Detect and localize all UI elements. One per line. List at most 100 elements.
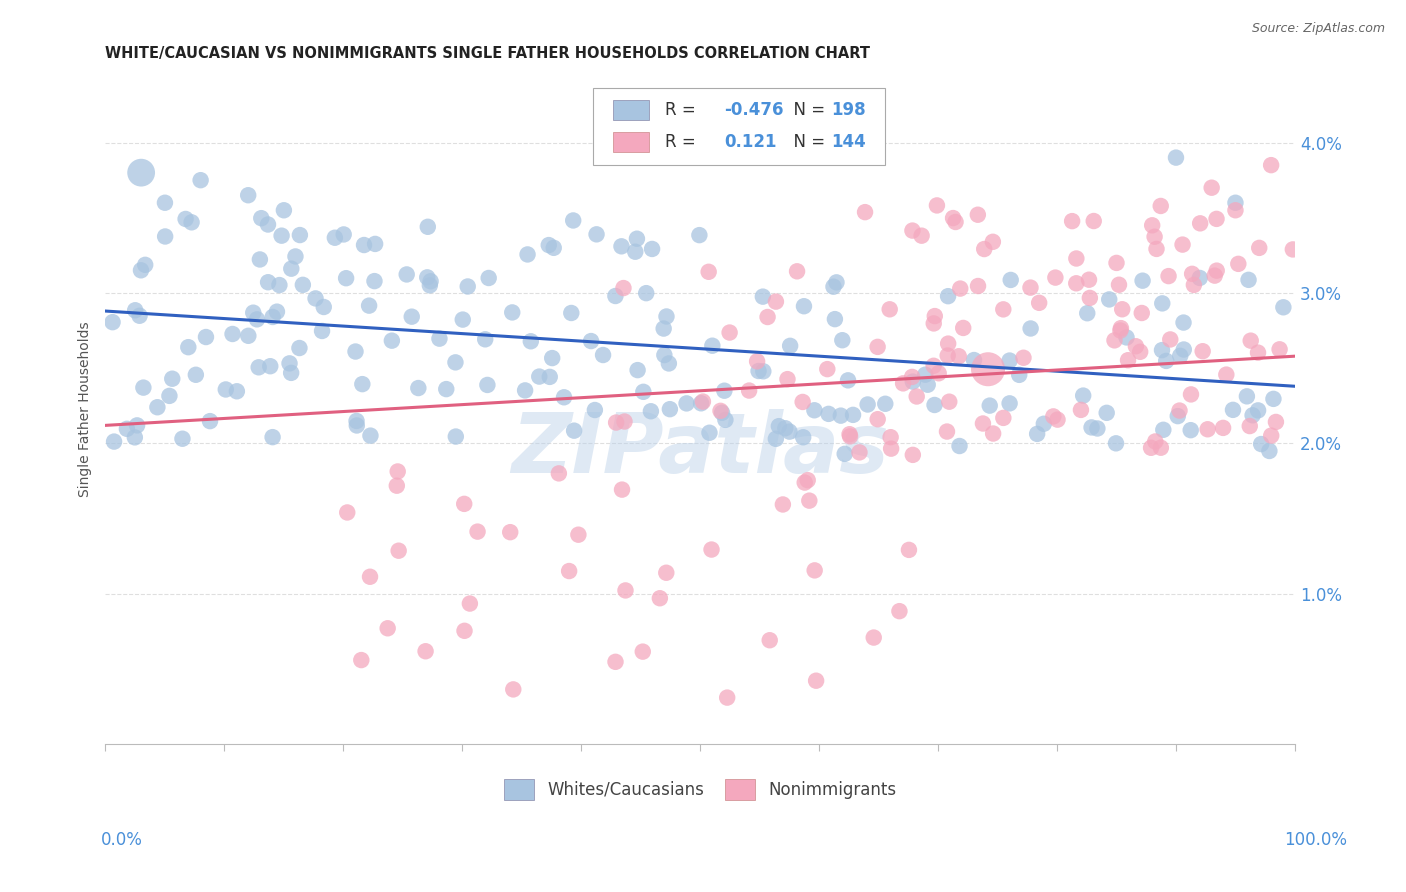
Point: [1167, 409, 1189, 424]
Point: [636, 286, 658, 301]
Point: [177, 340, 200, 354]
Text: WHITE/CAUCASIAN VS NONIMMIGRANTS SINGLE FATHER HOUSEHOLDS CORRELATION CHART: WHITE/CAUCASIAN VS NONIMMIGRANTS SINGLE …: [105, 46, 870, 62]
Text: 100.0%: 100.0%: [1284, 831, 1347, 849]
Point: [605, 416, 627, 430]
Point: [624, 244, 647, 259]
Point: [502, 682, 524, 697]
Point: [453, 497, 475, 511]
Point: [1236, 389, 1258, 403]
Point: [560, 306, 582, 320]
Point: [675, 396, 697, 410]
Point: [353, 238, 375, 252]
Point: [124, 303, 146, 318]
Point: [936, 425, 959, 439]
Point: [879, 302, 901, 317]
Point: [346, 414, 368, 428]
Point: [377, 621, 399, 635]
Point: [640, 404, 662, 418]
Point: [856, 397, 879, 411]
Point: [1115, 330, 1137, 344]
Point: [280, 366, 302, 380]
Point: [779, 339, 801, 353]
Point: [1083, 214, 1105, 228]
Point: [792, 430, 814, 444]
Point: [1066, 252, 1088, 266]
Point: [562, 424, 585, 438]
Point: [1144, 434, 1167, 449]
Point: [626, 232, 648, 246]
Point: [346, 418, 368, 433]
Point: [610, 239, 633, 253]
Point: [225, 384, 247, 399]
Point: [866, 340, 889, 354]
Point: [363, 274, 385, 288]
Point: [198, 414, 221, 428]
Point: [1159, 333, 1181, 347]
Point: [1272, 300, 1295, 314]
Point: [221, 326, 243, 341]
Point: [499, 525, 522, 540]
Point: [815, 362, 838, 376]
Point: [948, 439, 970, 453]
Point: [1237, 273, 1260, 287]
Point: [1173, 343, 1195, 357]
Point: [128, 309, 150, 323]
Point: [583, 403, 606, 417]
Point: [1225, 203, 1247, 218]
Point: [1105, 436, 1128, 450]
Legend: Whites/Caucasians, Nonimmigrants: Whites/Caucasians, Nonimmigrants: [505, 780, 896, 799]
Point: [336, 506, 359, 520]
Point: [352, 377, 374, 392]
Point: [364, 236, 387, 251]
Point: [963, 353, 986, 368]
Point: [419, 274, 441, 288]
Point: [613, 415, 636, 429]
Point: [458, 597, 481, 611]
Point: [1071, 388, 1094, 402]
Text: Source: ZipAtlas.com: Source: ZipAtlas.com: [1251, 22, 1385, 36]
Point: [1264, 415, 1286, 429]
Point: [831, 333, 853, 347]
Point: [288, 228, 311, 243]
Point: [381, 334, 404, 348]
Point: [848, 445, 870, 459]
Text: N =: N =: [783, 102, 831, 120]
Point: [304, 292, 326, 306]
Point: [866, 412, 889, 426]
Point: [278, 356, 301, 370]
Point: [837, 373, 859, 387]
Point: [395, 268, 418, 282]
Point: [711, 406, 734, 420]
Point: [1150, 199, 1173, 213]
Point: [1268, 343, 1291, 357]
Point: [875, 397, 897, 411]
Point: [772, 498, 794, 512]
Point: [768, 419, 790, 434]
Point: [716, 690, 738, 705]
Point: [1189, 216, 1212, 230]
Point: [1239, 419, 1261, 434]
Point: [558, 564, 581, 578]
Point: [359, 570, 381, 584]
Point: [429, 332, 451, 346]
Point: [614, 583, 637, 598]
Point: [434, 382, 457, 396]
Point: [1045, 270, 1067, 285]
Point: [738, 384, 761, 398]
Point: [103, 434, 125, 449]
Point: [654, 348, 676, 362]
Point: [541, 351, 564, 365]
Point: [1164, 151, 1187, 165]
Point: [387, 465, 409, 479]
Text: N =: N =: [783, 133, 831, 151]
Point: [1111, 302, 1133, 317]
Point: [288, 341, 311, 355]
Point: [702, 339, 724, 353]
Point: [1205, 211, 1227, 226]
Point: [778, 425, 800, 439]
Point: [1150, 441, 1173, 455]
Point: [1168, 349, 1191, 363]
Point: [655, 566, 678, 580]
Point: [993, 411, 1015, 425]
Point: [215, 383, 238, 397]
